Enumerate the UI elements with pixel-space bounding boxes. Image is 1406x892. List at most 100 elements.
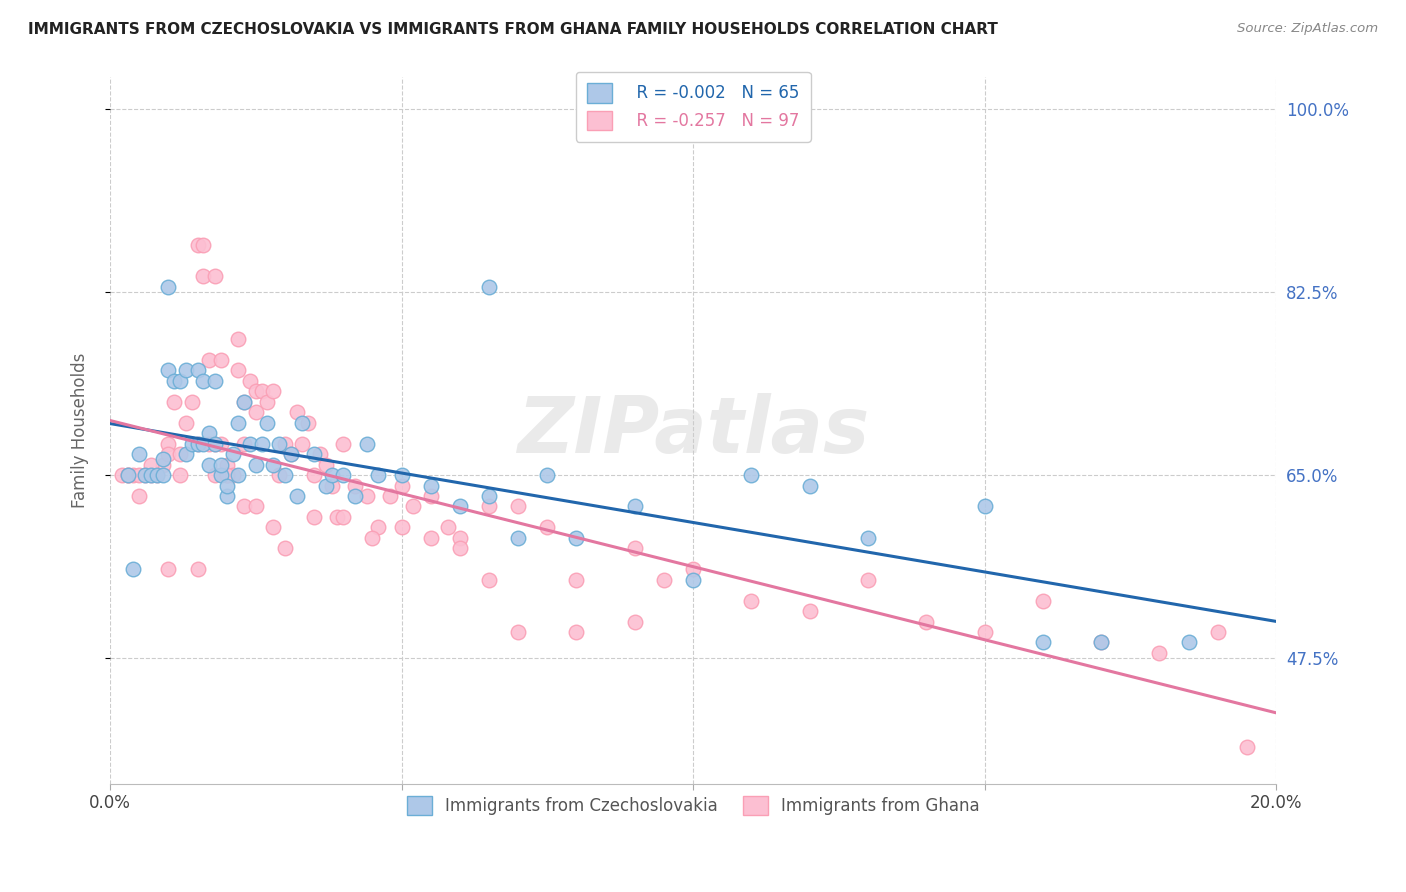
Point [315,458,337,472]
Point [169,468,191,483]
Point [1149,646,1171,660]
Point [302,509,325,524]
Point [262,384,284,399]
Point [152,468,174,483]
Point [536,468,558,483]
Point [204,468,226,483]
Point [297,416,319,430]
Point [122,468,145,483]
Point [128,468,150,483]
Point [233,500,256,514]
Point [221,468,243,483]
Point [326,509,349,524]
Point [321,468,343,483]
Point [193,436,215,450]
Point [437,520,460,534]
Point [269,468,291,483]
Point [799,478,821,492]
Point [419,531,441,545]
Point [419,478,441,492]
Point [209,436,232,450]
Point [536,520,558,534]
Point [245,405,267,419]
Point [262,520,284,534]
Point [623,541,645,556]
Point [169,447,191,461]
Point [228,416,250,430]
Point [215,468,238,483]
Point [799,604,821,618]
Point [419,489,441,503]
Point [449,541,471,556]
Point [209,353,232,368]
Text: Source: ZipAtlas.com: Source: ZipAtlas.com [1237,22,1378,36]
Point [117,468,139,483]
Point [449,500,471,514]
Point [233,394,256,409]
Point [280,447,302,461]
Point [478,279,501,293]
Point [356,436,378,450]
Point [233,394,256,409]
Point [215,478,238,492]
Point [565,625,588,640]
Point [343,478,366,492]
Point [256,394,278,409]
Point [157,562,180,576]
Point [228,332,250,346]
Point [1032,635,1054,649]
Point [221,447,243,461]
Point [174,416,197,430]
Point [973,625,995,640]
Point [193,238,215,252]
Point [117,468,139,483]
Point [157,363,180,377]
Point [856,531,879,545]
Point [186,436,208,450]
Point [239,436,262,450]
Point [478,489,501,503]
Point [204,374,226,388]
Point [508,625,530,640]
Point [623,500,645,514]
Point [332,509,354,524]
Point [245,458,267,472]
Point [215,458,238,472]
Point [367,520,389,534]
Y-axis label: Family Households: Family Households [72,353,89,508]
Point [198,458,221,472]
Point [152,458,174,472]
Point [973,500,995,514]
Point [565,573,588,587]
Point [180,436,202,450]
Point [111,468,134,483]
Point [478,500,501,514]
Point [332,436,354,450]
Text: IMMIGRANTS FROM CZECHOSLOVAKIA VS IMMIGRANTS FROM GHANA FAMILY HOUSEHOLDS CORREL: IMMIGRANTS FROM CZECHOSLOVAKIA VS IMMIGR… [28,22,998,37]
Point [209,458,232,472]
Point [204,436,226,450]
Point [565,531,588,545]
Point [157,436,180,450]
Point [245,384,267,399]
Point [193,269,215,284]
Point [145,468,167,483]
Point [139,468,162,483]
Point [1090,635,1112,649]
Point [233,436,256,450]
Point [1206,625,1229,640]
Point [152,452,174,467]
Point [274,436,297,450]
Point [134,468,156,483]
Point [163,394,186,409]
Point [256,416,278,430]
Point [291,436,314,450]
Point [204,269,226,284]
Point [193,374,215,388]
Point [1177,635,1199,649]
Point [402,500,425,514]
Point [682,562,704,576]
Point [228,468,250,483]
Point [128,489,150,503]
Point [343,489,366,503]
